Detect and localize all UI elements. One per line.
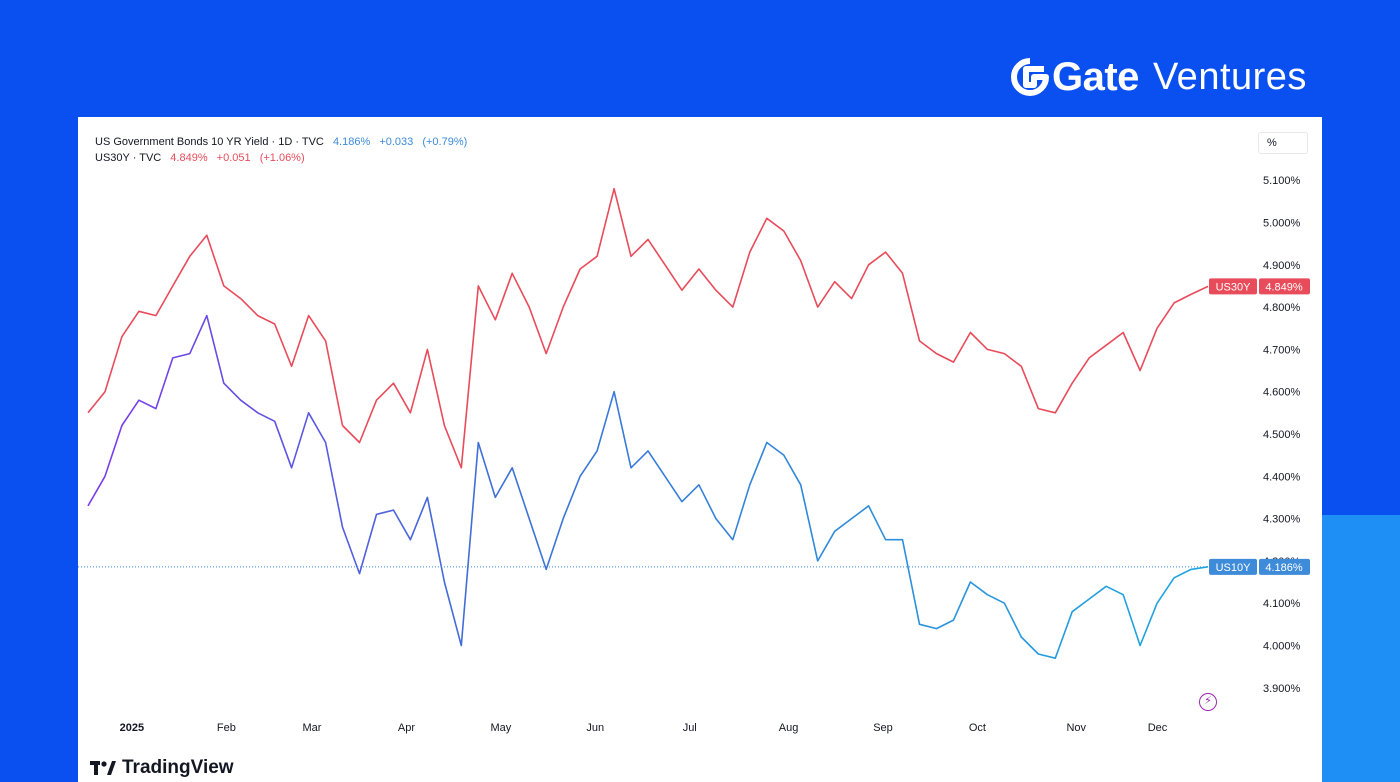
x-tick-label: Dec — [1148, 722, 1168, 734]
legend-us10y-change-pct: (+0.79%) — [422, 136, 468, 148]
series-line-us10y — [87, 314, 1209, 660]
legend-us30y[interactable]: US30Y · TVC 4.849% +0.051 (+1.06%) — [95, 152, 311, 164]
price-scale-unit-button[interactable]: % — [1258, 132, 1308, 154]
x-tick-label: Sep — [873, 722, 893, 734]
x-tick-label: Jun — [586, 722, 604, 734]
corner-accent-block — [1322, 515, 1400, 782]
x-tick-label: Feb — [217, 722, 236, 734]
tradingview-logo-text: TradingView — [122, 757, 234, 778]
x-tick-label: Mar — [303, 722, 322, 734]
price-tag-name-box — [1209, 278, 1257, 295]
price-tag-name: US10Y — [1216, 562, 1252, 574]
y-tick-label: 3.900% — [1263, 683, 1301, 695]
series-line-us30y — [87, 187, 1209, 469]
y-tick-label: 4.500% — [1263, 429, 1301, 441]
x-tick-label: Aug — [779, 722, 799, 734]
x-tick-label: May — [490, 722, 511, 734]
legend-us30y-label: US30Y · TVC — [95, 152, 162, 164]
price-tag-name: US30Y — [1216, 281, 1252, 293]
y-tick-label: 4.300% — [1263, 514, 1301, 526]
y-tick-label: 4.100% — [1263, 598, 1301, 610]
tradingview-mark-icon — [90, 761, 116, 775]
y-tick-label: 4.400% — [1263, 471, 1301, 483]
price-tag-value-box — [1259, 278, 1310, 295]
y-tick-label: 4.800% — [1263, 302, 1301, 314]
x-tick-label: Apr — [398, 722, 415, 734]
legend-us30y-change-pct: (+1.06%) — [259, 152, 305, 164]
yield-line-chart: 3.900%4.000%4.100%4.200%4.300%4.400%4.50… — [78, 175, 1310, 734]
y-tick-label: 4.900% — [1263, 260, 1301, 272]
x-tick-label: Oct — [969, 722, 986, 734]
brand-name-ventures: Ventures — [1152, 55, 1307, 98]
legend-us30y-value: 4.849% — [170, 152, 208, 164]
y-tick-label: 4.600% — [1263, 387, 1301, 399]
gate-ventures-logo: Gate Ventures — [1010, 52, 1307, 102]
brand-name-gate: Gate — [1052, 54, 1139, 99]
y-tick-label: 5.000% — [1263, 218, 1301, 230]
price-tag-value-box — [1259, 558, 1310, 575]
legend-us10y[interactable]: US Government Bonds 10 YR Yield · 1D · T… — [95, 136, 473, 148]
price-tag-value: 4.186% — [1265, 562, 1303, 574]
legend-us10y-label: US Government Bonds 10 YR Yield · 1D · T… — [95, 136, 324, 148]
x-tick-label: Jul — [683, 722, 697, 734]
tradingview-logo: TradingView — [90, 757, 234, 779]
x-tick-label: 2025 — [120, 722, 144, 734]
x-tick-label: Nov — [1066, 722, 1086, 734]
price-tag-name-box — [1209, 558, 1257, 575]
legend-us30y-change: +0.051 — [216, 152, 251, 164]
price-tag-value: 4.849% — [1265, 281, 1303, 293]
lightning-icon[interactable]: ⚡ — [1199, 693, 1217, 711]
y-tick-label: 4.000% — [1263, 641, 1301, 653]
y-tick-label: 4.700% — [1263, 344, 1301, 356]
y-tick-label: 5.100% — [1263, 175, 1301, 187]
gate-logo-icon — [1011, 58, 1049, 96]
legend-us10y-value: 4.186% — [332, 136, 371, 148]
chart-panel: US Government Bonds 10 YR Yield · 1D · T… — [78, 117, 1322, 782]
legend-us10y-change: +0.033 — [379, 136, 414, 148]
